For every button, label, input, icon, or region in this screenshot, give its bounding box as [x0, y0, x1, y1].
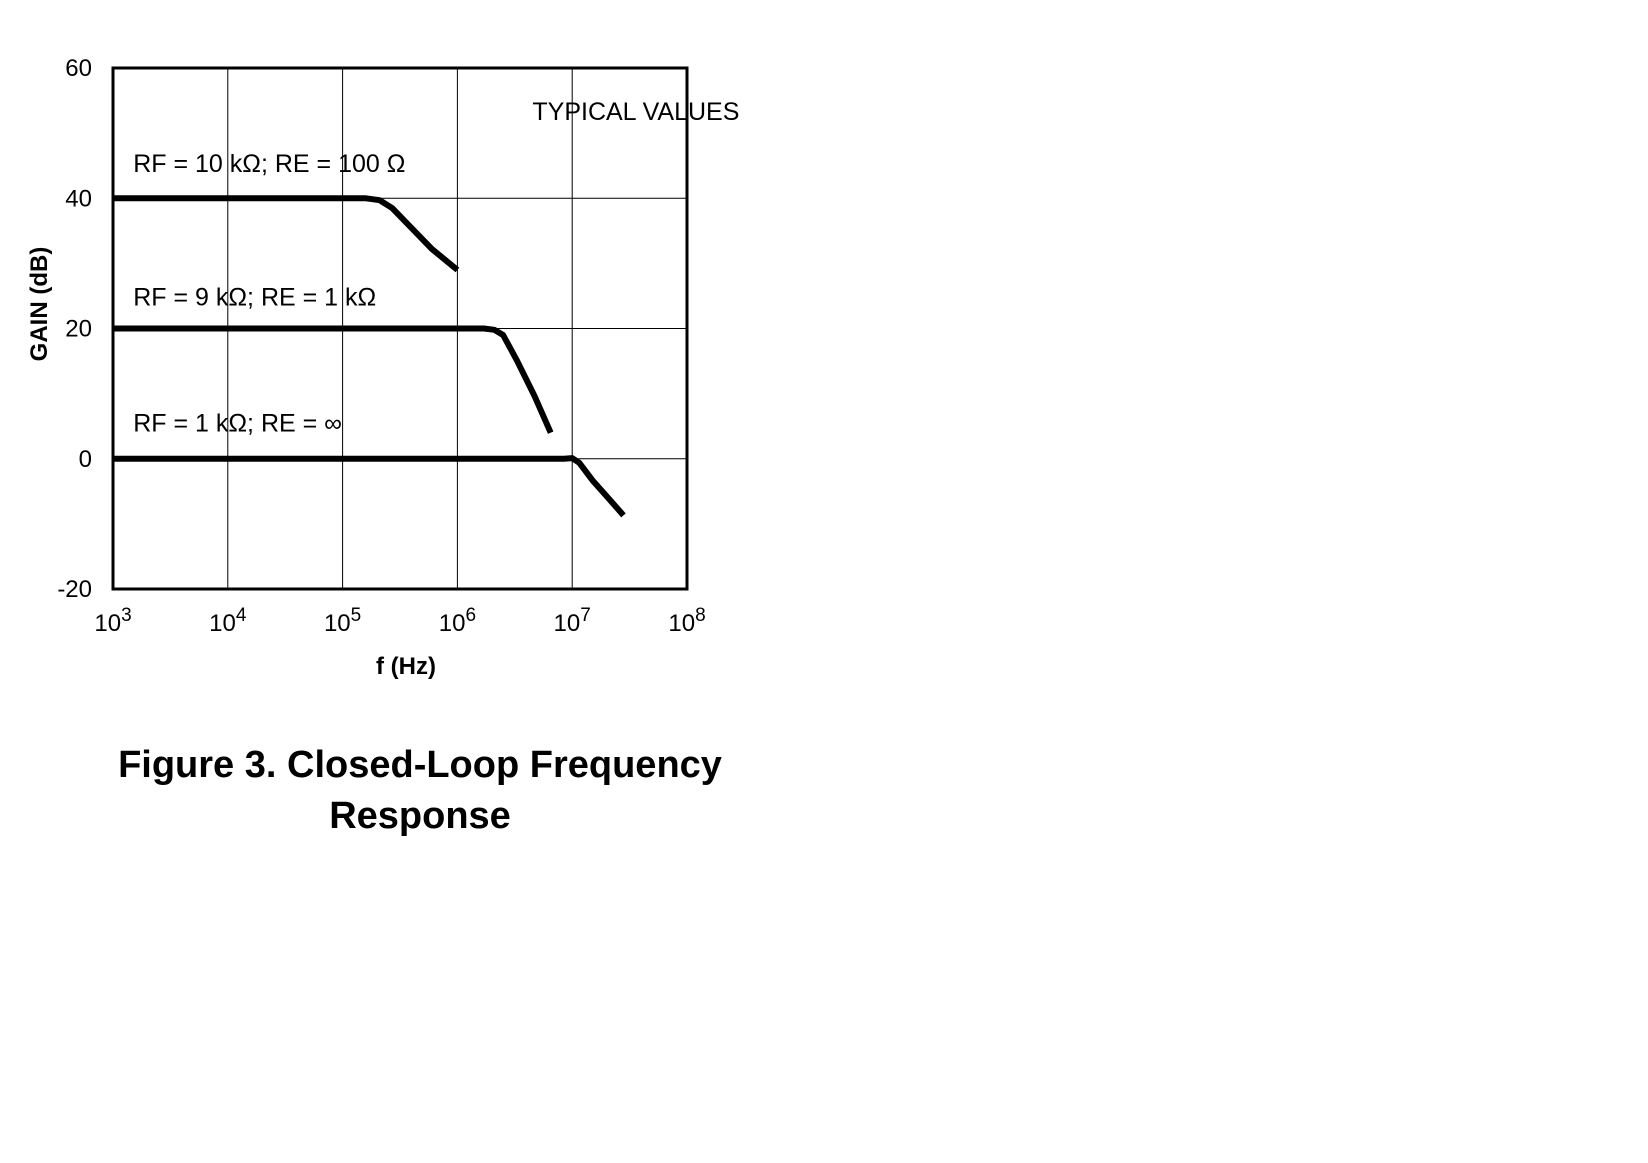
x-tick-label: 106 — [439, 605, 476, 637]
x-axis-title: f (Hz) — [376, 653, 436, 680]
y-tick-label: -20 — [57, 576, 92, 603]
curve-label: RF = 1 kΩ; RE = ∞ — [133, 409, 342, 437]
figure-caption: Figure 3. Closed-Loop Frequency Response — [40, 740, 800, 842]
y-tick-label: 0 — [79, 446, 92, 473]
caption-line-2: Response — [329, 795, 511, 837]
y-tick-label: 20 — [65, 316, 92, 343]
x-tick-labels: 103 104 105 106 107 108 — [94, 605, 705, 637]
x-tick-label: 108 — [668, 605, 705, 637]
plot-frame — [111, 66, 689, 591]
series-line-2 — [113, 325, 554, 434]
x-tick-base: 10 — [94, 610, 121, 637]
caption-line-1: Figure 3. Closed-Loop Frequency — [118, 744, 722, 786]
x-tick-label: 103 — [94, 605, 131, 637]
y-tick-label: 40 — [65, 185, 92, 212]
x-tick-exponent: 7 — [580, 605, 591, 626]
annotations: TYPICAL VALUES RF = 10 kΩ; RE = 100 Ω RF =… — [133, 98, 739, 437]
x-tick-exponent: 4 — [236, 605, 247, 626]
x-tick-label: 107 — [554, 605, 591, 637]
y-axis-title: GAIN (dB) — [26, 247, 53, 362]
y-tick-label: 60 — [65, 55, 92, 82]
x-tick-exponent: 8 — [695, 605, 706, 626]
series-line-1 — [113, 195, 460, 273]
x-tick-exponent: 6 — [465, 605, 476, 626]
x-tick-label: 104 — [209, 605, 247, 637]
x-tick-base: 10 — [439, 610, 466, 637]
series-group — [113, 195, 626, 518]
curve-label: RF = 9 kΩ; RE = 1 kΩ — [133, 284, 376, 312]
y-tick-labels: 60 40 20 0 -20 — [57, 55, 92, 603]
curve-label: RF = 10 kΩ; RE = 100 Ω — [133, 150, 405, 178]
x-tick-exponent: 3 — [121, 605, 132, 626]
series-line-3 — [113, 455, 626, 518]
x-tick-base: 10 — [668, 610, 695, 637]
typical-values-note: TYPICAL VALUES — [532, 98, 739, 126]
x-tick-base: 10 — [554, 610, 581, 637]
x-tick-label: 105 — [324, 605, 361, 637]
figure: 60 40 20 0 -20 103 104 105 106 107 108 TYPICAL VA… — [0, 0, 800, 860]
x-tick-base: 10 — [209, 610, 236, 637]
x-tick-base: 10 — [324, 610, 351, 637]
x-tick-exponent: 5 — [351, 605, 362, 626]
